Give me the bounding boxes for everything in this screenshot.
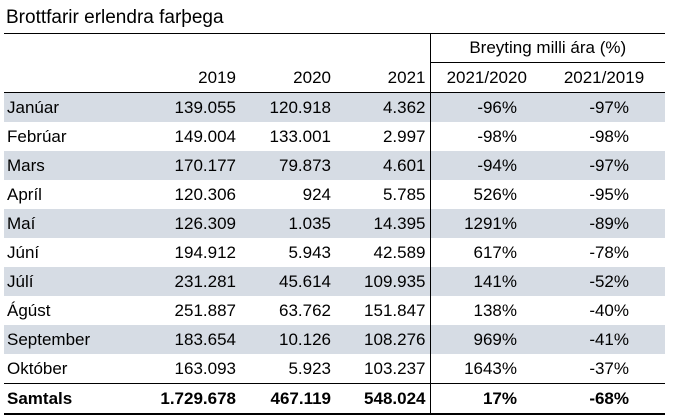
column-header-2021-2019: 2021/2019 [543, 62, 665, 93]
change-2021-2020-cell: -96% [429, 92, 543, 122]
change-2021-2020-cell: -98% [429, 122, 543, 151]
column-header-2019: 2019 [130, 62, 240, 93]
month-cell: Janúar [4, 92, 130, 122]
value-2020-cell: 1.035 [240, 209, 335, 238]
month-cell: September [4, 325, 130, 354]
value-2020-cell: 133.001 [269, 127, 331, 146]
value-2019-cell: 163.093 [174, 359, 236, 378]
value-2021-cell: 4.601 [335, 151, 430, 180]
column-header-2020: 2020 [240, 62, 335, 93]
header-row-group: Breyting milli ára (%) [4, 33, 665, 63]
table-row: Ágúst 251.887 63.762 151.847 138% -40% [4, 296, 665, 325]
value-2020-cell: 5.923 [288, 359, 331, 378]
change-2021-2019-cell: -78% [589, 243, 629, 262]
total-2020-cell: 467.119 [240, 383, 335, 415]
total-2019-cell: 1.729.678 [130, 383, 240, 415]
change-2021-2020-cell: 1291% [429, 209, 543, 238]
value-2020-cell: 120.918 [240, 92, 335, 122]
value-2019-cell: 170.177 [130, 151, 240, 180]
value-2019-cell: 194.912 [174, 243, 236, 262]
value-2019-cell: 183.654 [130, 325, 240, 354]
value-2020-cell: 45.614 [240, 267, 335, 296]
total-change-2021-2019-cell: -68% [543, 383, 665, 415]
value-2021-cell: 151.847 [364, 301, 426, 320]
total-change-2021-2020-cell: 17% [429, 383, 543, 415]
table-row: Febrúar 149.004 133.001 2.997 -98% -98% [4, 122, 665, 151]
month-cell: Júlí [4, 267, 130, 296]
total-label-cell: Samtals [4, 383, 130, 415]
month-cell: Október [7, 359, 68, 378]
table-row: Janúar 139.055 120.918 4.362 -96% -97% [4, 92, 665, 122]
change-2021-2020-cell: 969% [429, 325, 543, 354]
change-2021-2020-cell: -94% [429, 151, 543, 180]
value-2020-cell: 924 [302, 185, 331, 204]
change-2021-2020-cell: 138% [429, 296, 543, 325]
value-2021-cell: 42.589 [373, 243, 426, 262]
value-2020-cell: 5.943 [288, 243, 331, 262]
table-row: Október 163.093 5.923 103.237 1643% -37% [4, 354, 665, 384]
change-2021-2020-cell: 141% [429, 267, 543, 296]
column-header-2021: 2021 [335, 62, 430, 93]
change-2021-2020-cell: 617% [429, 238, 543, 267]
value-2020-cell: 10.126 [240, 325, 335, 354]
column-header-month [4, 62, 130, 93]
table-row: Júní 194.912 5.943 42.589 617% -78% [4, 238, 665, 267]
month-cell: Maí [4, 209, 130, 238]
table-row: September 183.654 10.126 108.276 969% -41% [4, 325, 665, 354]
value-2021-cell: 2.997 [382, 127, 426, 146]
change-2021-2020-cell: 526% [429, 180, 543, 209]
value-2020-cell: 79.873 [240, 151, 335, 180]
value-2019-cell: 149.004 [174, 127, 236, 146]
month-cell: Febrúar [7, 127, 67, 146]
value-2019-cell: 231.281 [130, 267, 240, 296]
value-2021-cell: 4.362 [335, 92, 430, 122]
table-row: Maí 126.309 1.035 14.395 1291% -89% [4, 209, 665, 238]
value-2021-cell: 14.395 [335, 209, 430, 238]
value-2020-cell: 63.762 [279, 301, 331, 320]
change-2021-2019-cell: -52% [543, 267, 665, 296]
value-2021-cell: 103.237 [364, 359, 426, 378]
change-2021-2019-cell: -37% [589, 359, 629, 378]
table-row: Mars 170.177 79.873 4.601 -94% -97% [4, 151, 665, 180]
value-2021-cell: 108.276 [335, 325, 430, 354]
month-cell: Ágúst [7, 301, 51, 320]
value-2021-cell: 5.785 [382, 185, 426, 204]
table-title: Brottfarir erlendra farþega [6, 7, 224, 28]
change-group-header: Breyting milli ára (%) [429, 33, 665, 63]
table-row: Apríl 120.306 924 5.785 526% -95% [4, 180, 665, 209]
change-2021-2019-cell: -41% [543, 325, 665, 354]
total-2021-cell: 548.024 [335, 383, 430, 415]
value-2019-cell: 126.309 [130, 209, 240, 238]
month-cell: Mars [4, 151, 130, 180]
value-2021-cell: 109.935 [335, 267, 430, 296]
change-2021-2019-cell: -97% [543, 92, 665, 122]
table-row: Júlí 231.281 45.614 109.935 141% -52% [4, 267, 665, 296]
total-row: Samtals 1.729.678 467.119 548.024 17% -68% [4, 383, 665, 415]
change-2021-2019-cell: -95% [589, 185, 629, 204]
change-2021-2019-cell: -98% [589, 127, 629, 146]
column-header-2021-2020: 2021/2020 [429, 62, 543, 93]
change-2021-2019-cell: -89% [543, 209, 665, 238]
change-2021-2020-cell: 1643% [429, 354, 543, 384]
value-2019-cell: 251.887 [174, 301, 236, 320]
passenger-table: Breyting milli ára (%) 2019 2020 2021 20… [4, 33, 665, 415]
value-2019-cell: 120.306 [174, 185, 236, 204]
month-cell: Apríl [7, 185, 42, 204]
value-2019-cell: 139.055 [130, 92, 240, 122]
change-2021-2019-cell: -40% [589, 301, 629, 320]
month-cell: Júní [7, 243, 40, 262]
header-row-columns: 2019 2020 2021 2021/2020 2021/2019 [4, 62, 665, 93]
change-2021-2019-cell: -97% [543, 151, 665, 180]
